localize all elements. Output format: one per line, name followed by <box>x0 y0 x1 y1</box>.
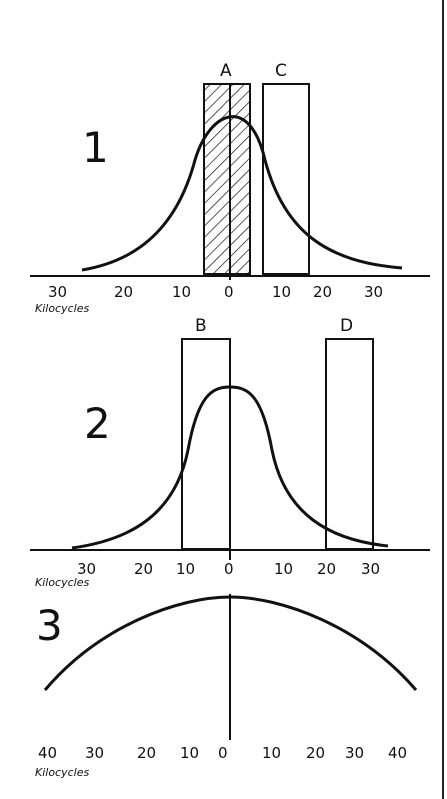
panel-3-resonance-curve <box>43 595 418 691</box>
panel-2-number: 2 <box>84 399 111 448</box>
panel-3-tick: 20 <box>137 744 156 762</box>
band-a: A <box>203 61 251 275</box>
panel-2-tick: 30 <box>77 560 96 578</box>
panel-1-ticks: 30 20 10 0 10 20 30 <box>48 283 383 301</box>
panel-3-tick: 10 <box>262 744 281 762</box>
band-c: C <box>262 61 310 275</box>
panel-2-tick: 20 <box>134 560 153 578</box>
panel-1-tick: 20 <box>114 283 133 301</box>
panel-3: 3 40 30 20 10 0 10 20 30 40 Kilocycles <box>35 594 418 779</box>
band-d-rect <box>325 338 374 550</box>
panel-3-tick: 30 <box>345 744 364 762</box>
panel-1: 1 A C 30 20 10 0 10 20 30 Kilocycles <box>30 61 430 315</box>
band-d: D <box>325 316 374 550</box>
panel-1-tick: 30 <box>364 283 383 301</box>
panel-3-number: 3 <box>36 601 63 650</box>
panel-1-tick: 0 <box>224 283 234 301</box>
band-d-label: D <box>340 316 353 336</box>
panel-1-number: 1 <box>82 123 109 172</box>
panel-2-resonance-curve <box>71 385 389 550</box>
panel-3-ticks: 40 30 20 10 0 10 20 30 40 <box>38 744 407 762</box>
panel-1-tick: 20 <box>313 283 332 301</box>
panel-2: 2 B D 30 20 10 0 10 20 30 Kilocycles <box>30 316 430 589</box>
panel-1-unit-label: Kilocycles <box>35 302 89 315</box>
panel-2-tick: 20 <box>317 560 336 578</box>
panel-3-unit-label: Kilocycles <box>35 766 89 779</box>
panel-3-tick: 40 <box>388 744 407 762</box>
band-a-label: A <box>220 61 232 81</box>
panel-1-tick: 10 <box>172 283 191 301</box>
panel-1-resonance-curve <box>81 115 403 272</box>
panel-1-tick: 30 <box>48 283 67 301</box>
panel-3-tick: 0 <box>218 744 228 762</box>
band-b-label: B <box>195 316 207 336</box>
panel-2-tick: 10 <box>274 560 293 578</box>
panel-3-tick: 30 <box>85 744 104 762</box>
panel-2-tick: 10 <box>176 560 195 578</box>
panel-2-tick: 30 <box>361 560 380 578</box>
band-c-rect <box>262 83 310 275</box>
panel-3-tick: 10 <box>180 744 199 762</box>
band-c-label: C <box>275 61 287 81</box>
panel-1-tick: 10 <box>272 283 291 301</box>
panel-2-unit-label: Kilocycles <box>35 576 89 589</box>
panel-3-tick: 40 <box>38 744 57 762</box>
band-b: B <box>181 316 231 550</box>
panel-2-tick: 0 <box>224 560 234 578</box>
panel-3-tick: 20 <box>306 744 325 762</box>
panel-2-ticks: 30 20 10 0 10 20 30 <box>77 560 380 578</box>
band-a-rect <box>203 83 251 275</box>
